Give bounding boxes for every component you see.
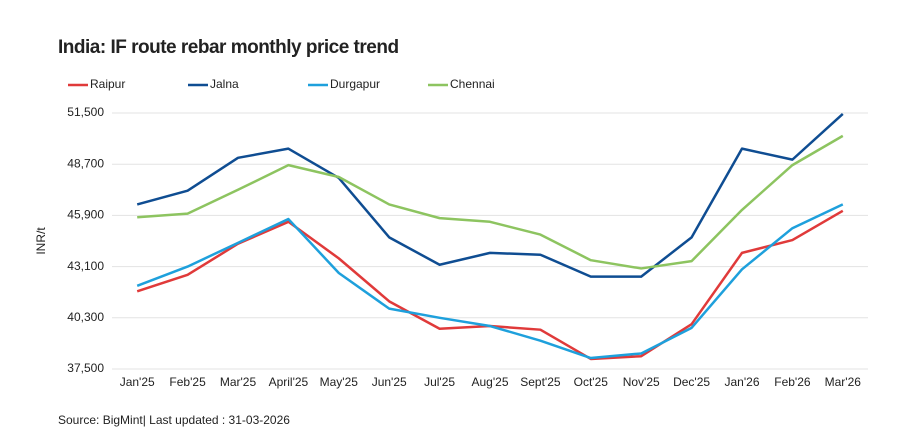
series-line <box>136 112 844 278</box>
x-tick-label: Oct'25 <box>574 375 609 389</box>
x-tick-label: May'25 <box>320 375 359 389</box>
x-tick-label: Jan'25 <box>120 375 155 389</box>
x-tick-label: Nov'25 <box>623 375 660 389</box>
legend-label: Jalna <box>210 77 239 91</box>
x-tick-label: Jan'26 <box>725 375 760 389</box>
x-tick-label: Dec'25 <box>673 375 710 389</box>
legend-label: Chennai <box>450 77 495 91</box>
y-tick-label: 37,500 <box>67 361 104 375</box>
x-tick-label: Aug'25 <box>472 375 509 389</box>
y-tick-label: 51,500 <box>67 105 104 119</box>
x-tick-label: Feb'26 <box>774 375 811 389</box>
legend-label: Durgapur <box>330 77 380 91</box>
series-line <box>137 134 844 270</box>
y-tick-label: 45,900 <box>67 208 104 222</box>
x-tick-label: Jul'25 <box>424 375 455 389</box>
legend-label: Raipur <box>90 77 125 91</box>
y-tick-label: 40,300 <box>67 310 104 324</box>
source-note: Source: BigMint| Last updated : 31-03-20… <box>58 413 290 427</box>
x-tick-label: Mar'25 <box>220 375 257 389</box>
y-axis-label: INR/t <box>34 227 48 255</box>
x-tick-label: Sept'25 <box>520 375 561 389</box>
x-tick-label: Feb'25 <box>169 375 206 389</box>
chart-title: India: IF route rebar monthly price tren… <box>58 37 399 58</box>
y-tick-label: 43,100 <box>67 259 104 273</box>
x-tick-label: Mar'26 <box>825 375 862 389</box>
series-line <box>136 209 844 361</box>
x-tick-label: April'25 <box>269 375 309 389</box>
y-tick-label: 48,700 <box>67 156 104 170</box>
x-tick-label: Jun'25 <box>372 375 407 389</box>
legend: Raipur Jalna Durgapur Chennai <box>68 77 495 91</box>
series-line <box>136 203 844 360</box>
